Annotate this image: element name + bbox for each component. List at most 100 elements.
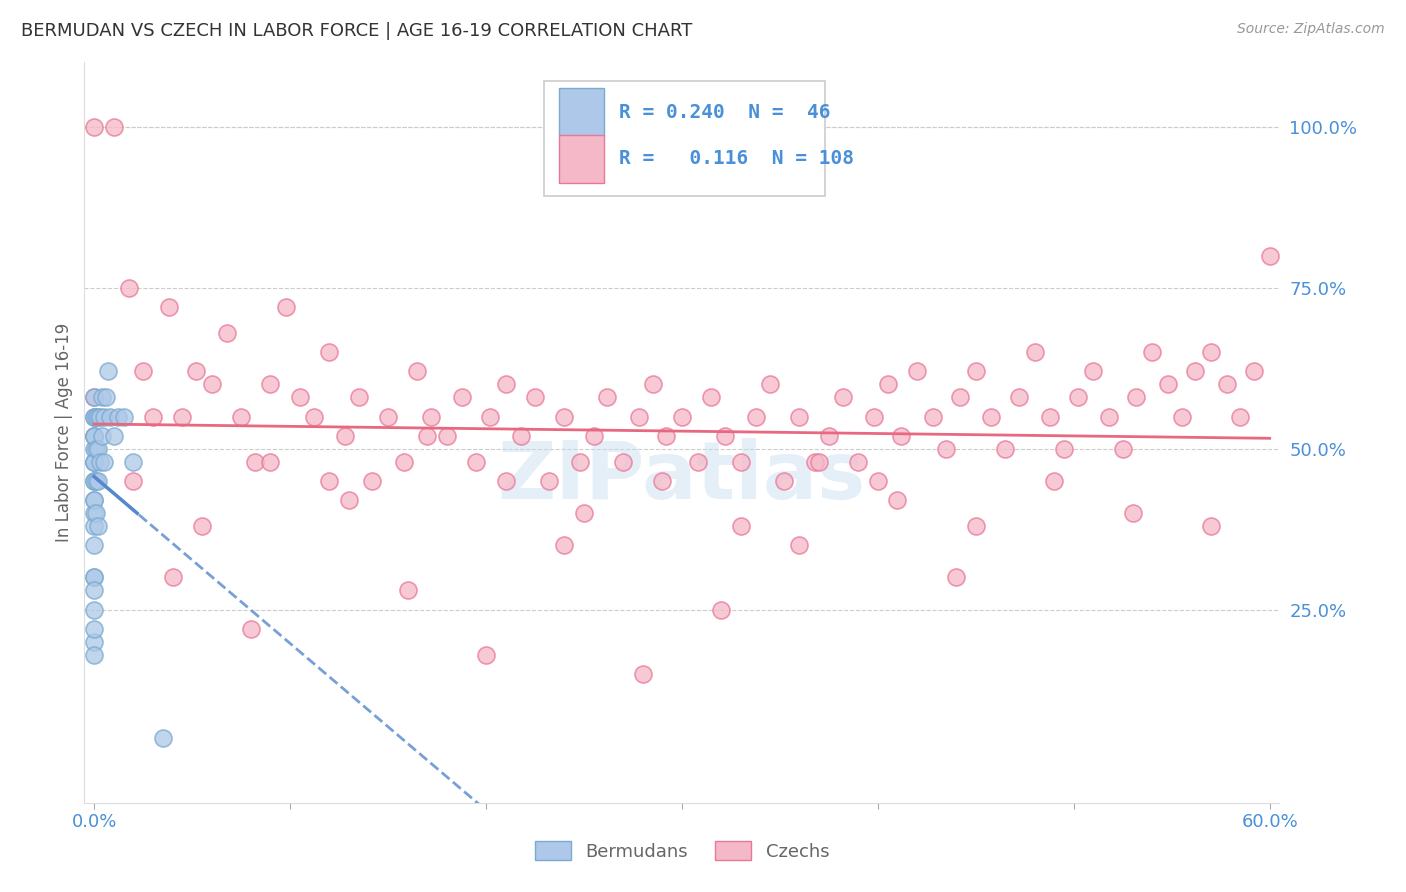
Point: [582, 429, 605, 443]
Point: [377, 409, 399, 424]
Point: [866, 474, 889, 488]
Point: [84, 474, 107, 488]
Point: [965, 364, 987, 378]
Y-axis label: In Labor Force | Age 16-19: In Labor Force | Age 16-19: [55, 323, 73, 542]
Point: [935, 442, 957, 456]
Point: [886, 493, 908, 508]
Text: Source: ZipAtlas.com: Source: ZipAtlas.com: [1237, 22, 1385, 37]
Point: [846, 454, 869, 468]
Point: [94, 390, 117, 404]
Point: [808, 454, 831, 468]
Point: [84, 506, 107, 520]
Point: [641, 377, 664, 392]
Point: [107, 409, 129, 424]
Point: [118, 281, 141, 295]
Point: [83, 429, 105, 443]
Point: [655, 429, 678, 443]
Point: [510, 429, 533, 443]
Point: [259, 377, 281, 392]
Point: [172, 409, 194, 424]
Text: ZIPatlas: ZIPatlas: [498, 438, 866, 516]
Point: [876, 377, 898, 392]
Legend: Bermudans, Czechs: Bermudans, Czechs: [527, 834, 837, 868]
Point: [157, 300, 180, 314]
Point: [1199, 345, 1222, 359]
Point: [730, 454, 752, 468]
Point: [93, 454, 115, 468]
Point: [83, 454, 105, 468]
Point: [97, 364, 120, 378]
Point: [103, 429, 125, 443]
Point: [83, 429, 105, 443]
Point: [1098, 409, 1121, 424]
Point: [475, 648, 498, 662]
Point: [804, 454, 827, 468]
FancyBboxPatch shape: [544, 81, 825, 195]
Point: [553, 538, 575, 552]
Point: [229, 409, 252, 424]
Point: [772, 474, 794, 488]
Point: [83, 454, 105, 468]
Point: [1170, 409, 1192, 424]
Point: [122, 454, 145, 468]
Point: [98, 409, 121, 424]
Point: [714, 429, 737, 443]
Point: [318, 474, 340, 488]
Point: [83, 390, 105, 404]
Point: [537, 474, 560, 488]
Point: [495, 474, 517, 488]
Point: [91, 390, 114, 404]
Point: [710, 602, 733, 616]
Point: [627, 409, 650, 424]
Point: [396, 583, 419, 598]
Point: [1039, 409, 1062, 424]
Point: [217, 326, 239, 340]
Point: [1053, 442, 1076, 456]
Point: [87, 519, 110, 533]
Point: [83, 538, 105, 552]
Point: [451, 390, 474, 404]
Point: [1121, 506, 1143, 520]
Point: [83, 120, 105, 134]
Point: [1083, 364, 1105, 378]
Point: [302, 409, 325, 424]
Point: [83, 583, 105, 598]
Point: [83, 570, 105, 584]
Point: [730, 519, 752, 533]
Point: [921, 409, 943, 424]
Point: [318, 345, 340, 359]
Point: [83, 506, 105, 520]
Point: [1043, 474, 1066, 488]
Point: [361, 474, 384, 488]
Point: [152, 731, 174, 746]
Point: [89, 454, 111, 468]
Point: [651, 474, 673, 488]
Point: [276, 300, 298, 314]
Point: [1140, 345, 1163, 359]
Point: [686, 454, 709, 468]
Point: [818, 429, 841, 443]
Point: [406, 364, 429, 378]
Point: [1112, 442, 1135, 456]
Point: [83, 648, 105, 662]
Point: [83, 429, 105, 443]
Point: [112, 409, 135, 424]
Point: [83, 602, 105, 616]
FancyBboxPatch shape: [558, 88, 605, 136]
Point: [831, 390, 853, 404]
Point: [1229, 409, 1251, 424]
Point: [184, 364, 207, 378]
Point: [1125, 390, 1147, 404]
Point: [83, 409, 105, 424]
Point: [132, 364, 155, 378]
Point: [191, 519, 214, 533]
Point: [83, 454, 105, 468]
Point: [91, 429, 114, 443]
Point: [83, 519, 105, 533]
Point: [980, 409, 1002, 424]
Point: [1066, 390, 1088, 404]
Point: [789, 538, 811, 552]
Point: [83, 474, 105, 488]
Point: [83, 635, 105, 649]
Point: [347, 390, 370, 404]
